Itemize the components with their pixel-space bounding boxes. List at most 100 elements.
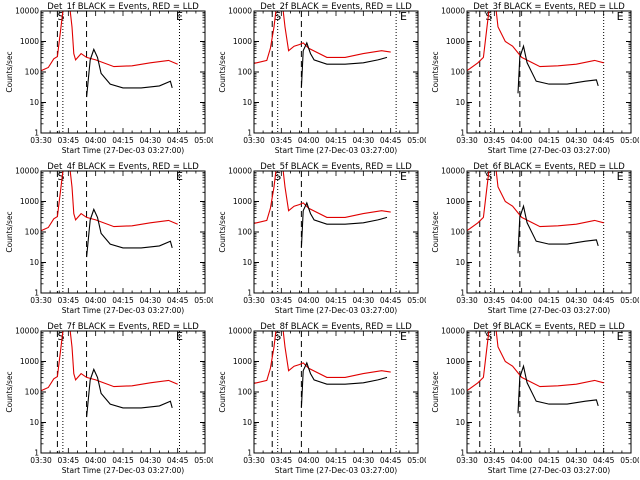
x-axis-label: Start Time (27-Dec-03 03:27:00)	[62, 466, 184, 475]
x-tick-label: 04:30	[140, 136, 162, 145]
x-tick-label: 04:45	[167, 136, 189, 145]
x-tick-label: 03:45	[271, 296, 293, 305]
detector-panel: Det_8f BLACK = Events, RED = LLD 1 10 100 10…	[213, 320, 426, 480]
detector-chart: Det_7f BLACK = Events, RED = LLD 1 10 100 10…	[5, 322, 213, 475]
x-tick-label: 04:45	[167, 296, 189, 305]
y-axis-label: Counts/sec	[431, 51, 440, 92]
marker-label: S	[274, 170, 281, 183]
y-tick-label: 100	[25, 228, 40, 237]
x-tick-label: 05:00	[194, 136, 213, 145]
y-tick-label: 10	[455, 418, 465, 427]
y-tick-label: 10000	[15, 167, 39, 176]
x-tick-label: 05:00	[194, 296, 213, 305]
y-tick-label: 100	[451, 228, 466, 237]
chart-title: Det_9f BLACK = Events, RED = LLD	[473, 322, 625, 332]
x-tick-label: 03:45	[271, 136, 293, 145]
y-tick-label: 100	[451, 68, 466, 77]
x-tick-label: 04:00	[298, 136, 320, 145]
y-tick-label: 1	[460, 129, 465, 138]
y-tick-label: 10	[242, 258, 252, 267]
x-tick-label: 04:30	[353, 456, 375, 465]
x-tick-label: 05:00	[407, 136, 426, 145]
marker-label: E	[617, 170, 624, 183]
x-tick-label: 04:45	[380, 456, 402, 465]
plot-frame	[466, 330, 632, 454]
x-tick-label: 03:30	[456, 136, 478, 145]
y-tick-label: 1	[34, 449, 39, 458]
marker-label: S	[274, 10, 281, 23]
y-axis-label: Counts/sec	[218, 371, 227, 412]
x-tick-label: 04:45	[380, 136, 402, 145]
x-tick-label: 03:30	[243, 136, 265, 145]
x-tick-label: 04:30	[353, 136, 375, 145]
series-line	[517, 364, 599, 414]
x-tick-label: 03:45	[484, 136, 506, 145]
detector-chart: Det_6f BLACK = Events, RED = LLD 1 10 100 10…	[431, 162, 639, 315]
series-line	[300, 41, 388, 88]
x-tick-label: 03:45	[484, 456, 506, 465]
x-tick-label: 04:00	[298, 296, 320, 305]
series-line	[254, 171, 391, 225]
x-axis-label: Start Time (27-Dec-03 03:27:00)	[275, 146, 397, 155]
marker-label: S	[58, 10, 65, 23]
plot-frame	[253, 330, 419, 454]
series-line	[41, 331, 178, 392]
marker-label: E	[617, 10, 624, 23]
x-tick-label: 04:00	[511, 296, 533, 305]
y-axis-label: Counts/sec	[5, 211, 14, 252]
x-tick-label: 05:00	[620, 456, 639, 465]
x-tick-label: 04:45	[380, 296, 402, 305]
x-tick-label: 03:30	[456, 456, 478, 465]
y-axis-label: Counts/sec	[5, 51, 14, 92]
x-tick-label: 04:15	[325, 136, 347, 145]
x-axis-label: Start Time (27-Dec-03 03:27:00)	[275, 466, 397, 475]
x-tick-label: 03:45	[58, 456, 80, 465]
x-tick-label: 03:30	[30, 136, 52, 145]
y-tick-label: 1	[34, 289, 39, 298]
x-tick-label: 04:15	[112, 296, 134, 305]
y-tick-label: 1	[247, 449, 252, 458]
x-tick-label: 04:00	[85, 296, 107, 305]
detector-chart: Det_1f BLACK = Events, RED = LLD 1 10 100 10…	[5, 2, 213, 155]
y-axis-label: Counts/sec	[431, 211, 440, 252]
y-tick-label: 1000	[233, 197, 252, 206]
y-tick-label: 10	[455, 98, 465, 107]
x-tick-label: 04:15	[538, 296, 560, 305]
x-tick-label: 04:15	[112, 136, 134, 145]
y-tick-label: 10	[455, 258, 465, 267]
y-tick-label: 10	[242, 98, 252, 107]
y-tick-label: 10	[242, 418, 252, 427]
detector-chart: Det_9f BLACK = Events, RED = LLD 1 10 100 10…	[431, 322, 639, 475]
y-tick-label: 1000	[20, 357, 39, 366]
marker-label: E	[400, 330, 407, 343]
x-tick-label: 05:00	[620, 296, 639, 305]
chart-title: Det_8f BLACK = Events, RED = LLD	[260, 322, 412, 332]
x-axis-label: Start Time (27-Dec-03 03:27:00)	[488, 466, 610, 475]
y-axis-label: Counts/sec	[431, 371, 440, 412]
marker-label: E	[617, 330, 624, 343]
y-tick-label: 1000	[446, 357, 465, 366]
x-tick-label: 04:00	[85, 136, 107, 145]
y-tick-label: 1000	[446, 197, 465, 206]
marker-label: S	[485, 330, 492, 343]
x-tick-label: 04:30	[353, 296, 375, 305]
y-tick-label: 100	[451, 388, 466, 397]
series-line	[41, 11, 178, 72]
x-tick-label: 03:45	[58, 136, 80, 145]
marker-label: S	[485, 10, 492, 23]
series-line	[300, 361, 388, 408]
y-tick-label: 1000	[233, 37, 252, 46]
y-axis-label: Counts/sec	[5, 371, 14, 412]
series-line	[467, 331, 604, 392]
x-tick-label: 04:00	[511, 136, 533, 145]
chart-title: Det_4f BLACK = Events, RED = LLD	[47, 162, 199, 172]
series-line	[254, 11, 391, 65]
y-tick-label: 10	[29, 258, 39, 267]
y-tick-label: 1	[247, 289, 252, 298]
x-tick-label: 05:00	[407, 296, 426, 305]
detector-panel: Det_1f BLACK = Events, RED = LLD 1 10 100 10…	[0, 0, 213, 160]
detector-chart: Det_2f BLACK = Events, RED = LLD 1 10 100 10…	[218, 2, 426, 155]
y-tick-label: 10000	[441, 327, 465, 336]
marker-label: E	[176, 170, 183, 183]
y-tick-label: 100	[238, 388, 253, 397]
